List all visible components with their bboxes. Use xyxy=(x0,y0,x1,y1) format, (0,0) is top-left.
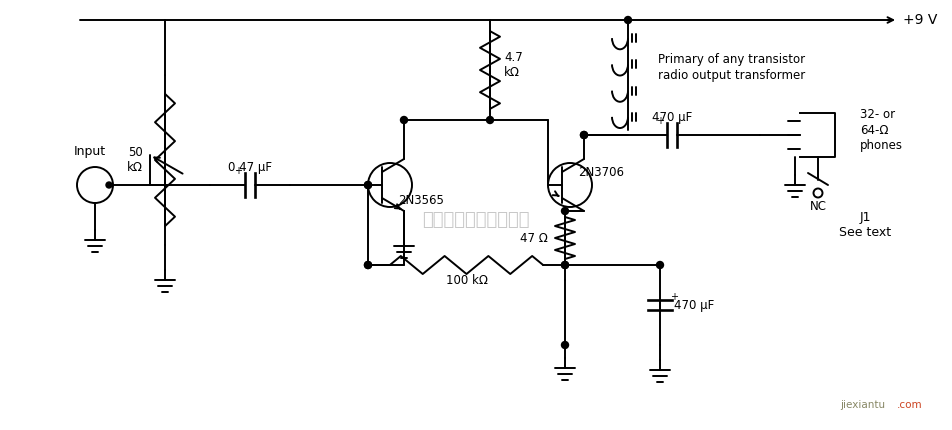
Circle shape xyxy=(365,261,371,268)
Circle shape xyxy=(106,182,112,188)
Text: 100 kΩ: 100 kΩ xyxy=(446,274,487,288)
Text: .com: .com xyxy=(897,400,922,410)
Circle shape xyxy=(581,132,587,138)
Circle shape xyxy=(486,117,493,123)
Text: +9 V: +9 V xyxy=(902,13,937,27)
Circle shape xyxy=(657,261,664,268)
Circle shape xyxy=(401,117,407,123)
Circle shape xyxy=(365,181,371,188)
Text: 50
kΩ: 50 kΩ xyxy=(127,146,143,174)
Text: jiexiantu: jiexiantu xyxy=(840,400,885,410)
Circle shape xyxy=(562,261,568,268)
Text: 杭州将鹰科技有限公司: 杭州将鹰科技有限公司 xyxy=(423,211,529,229)
Text: 47 Ω: 47 Ω xyxy=(520,231,547,245)
Circle shape xyxy=(625,16,631,24)
Circle shape xyxy=(581,132,587,138)
Text: Primary of any transistor
radio output transformer: Primary of any transistor radio output t… xyxy=(658,53,805,82)
Text: +: + xyxy=(234,166,242,176)
Circle shape xyxy=(365,261,371,268)
Text: Input: Input xyxy=(74,145,106,159)
Text: 0.47 μF: 0.47 μF xyxy=(228,160,272,173)
Circle shape xyxy=(562,208,568,215)
Text: J1
See text: J1 See text xyxy=(839,211,891,239)
Text: 4.7
kΩ: 4.7 kΩ xyxy=(504,51,523,79)
Text: 2N3706: 2N3706 xyxy=(578,166,624,179)
Text: NC: NC xyxy=(809,200,826,214)
Circle shape xyxy=(562,341,568,348)
Circle shape xyxy=(365,181,371,188)
Text: +: + xyxy=(656,116,664,126)
Text: 32- or
64-Ω
phones: 32- or 64-Ω phones xyxy=(860,108,903,151)
Text: 470 μF: 470 μF xyxy=(652,111,692,123)
Text: +: + xyxy=(670,292,678,302)
Text: 2N3565: 2N3565 xyxy=(398,194,444,206)
Circle shape xyxy=(562,261,568,268)
Text: 470 μF: 470 μF xyxy=(674,298,714,311)
